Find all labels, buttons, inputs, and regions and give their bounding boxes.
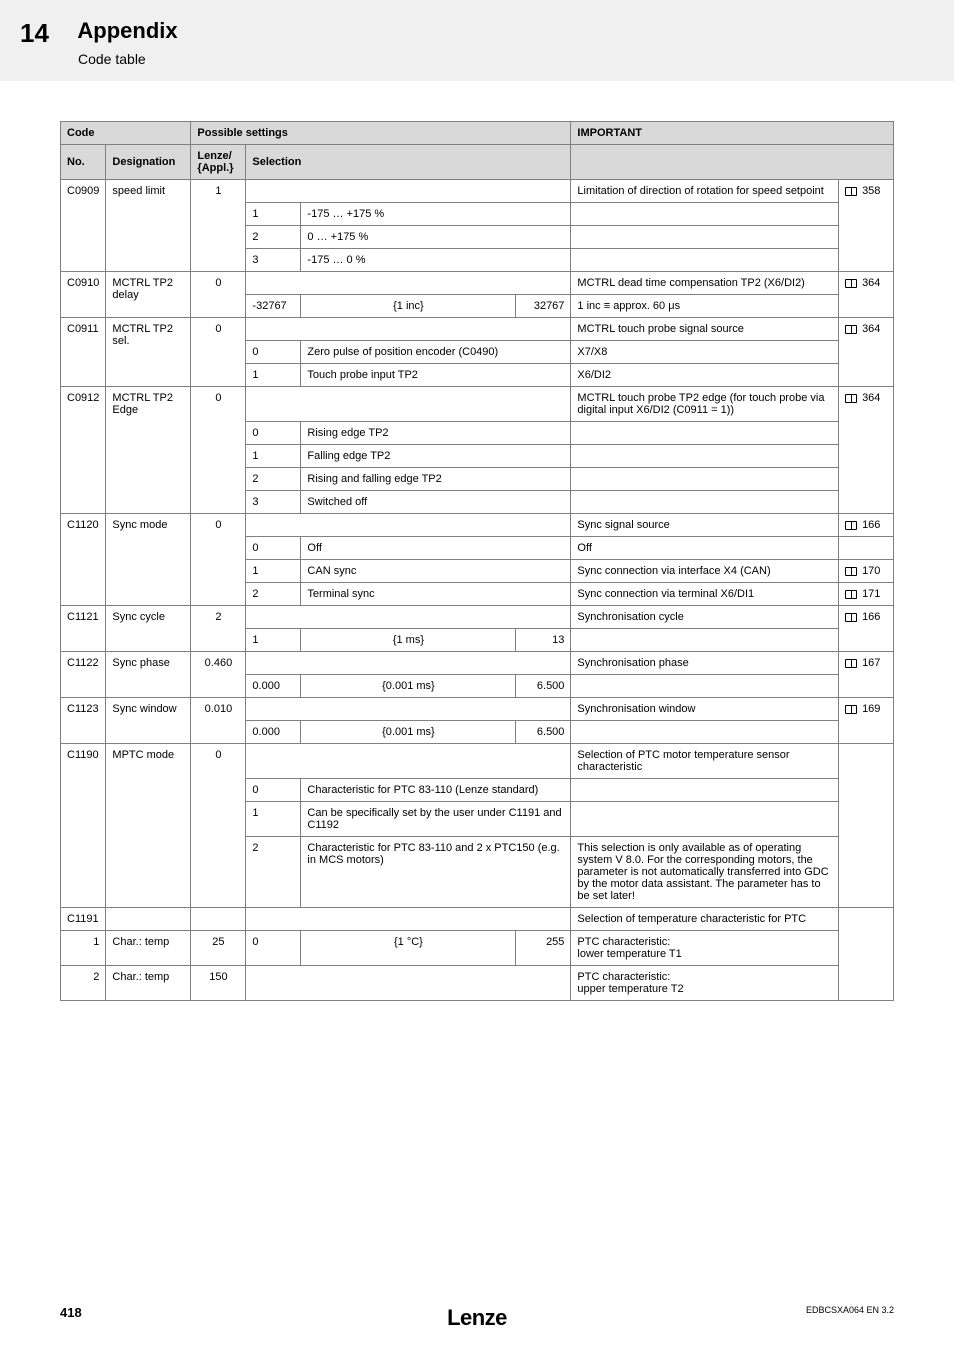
chapter-subtitle: Code table <box>78 51 934 67</box>
book-icon <box>845 705 857 714</box>
table-header-row: Code Possible settings IMPORTANT <box>61 122 894 145</box>
book-icon <box>845 394 857 403</box>
th-selection: Selection <box>246 145 571 180</box>
book-icon <box>845 279 857 288</box>
book-icon <box>845 521 857 530</box>
th-no: No. <box>61 145 106 180</box>
page-footer: 418 Lenze EDBCSXA064 EN 3.2 <box>60 1305 894 1320</box>
page-header: 14 Appendix Code table <box>0 0 954 81</box>
chapter-number: 14 <box>20 18 49 49</box>
table-row: C0909 speed limit 1 Limitation of direct… <box>61 180 894 203</box>
th-important: IMPORTANT <box>571 122 894 145</box>
book-icon <box>845 187 857 196</box>
code-table: Code Possible settings IMPORTANT No. Des… <box>60 121 894 1001</box>
th-code: Code <box>61 122 191 145</box>
book-icon <box>845 613 857 622</box>
doc-id: EDBCSXA064 EN 3.2 <box>806 1305 894 1315</box>
th-possible: Possible settings <box>191 122 571 145</box>
chapter-title: Appendix <box>77 18 177 44</box>
page-number: 418 <box>60 1305 82 1320</box>
brand-logo: Lenze <box>447 1305 507 1331</box>
book-icon <box>845 325 857 334</box>
th-lenze: Lenze/ {Appl.} <box>191 145 246 180</box>
th-designation: Designation <box>106 145 191 180</box>
book-icon <box>845 590 857 599</box>
book-icon <box>845 659 857 668</box>
table-subheader-row: No. Designation Lenze/ {Appl.} Selection <box>61 145 894 180</box>
book-icon <box>845 567 857 576</box>
